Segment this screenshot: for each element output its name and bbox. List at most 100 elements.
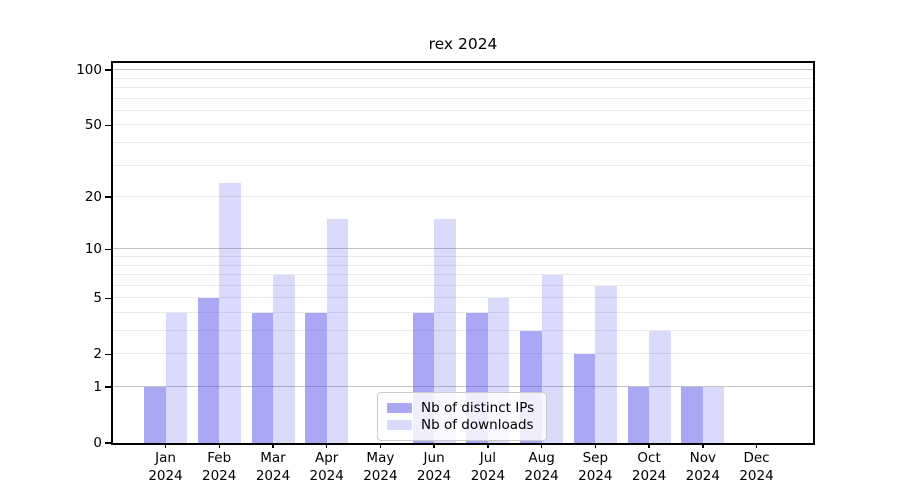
x-tick-year: 2024 — [470, 467, 506, 484]
gridline-10 — [113, 248, 813, 250]
y-tick-label-100: 100 — [76, 62, 102, 79]
y-tick-10 — [105, 248, 111, 251]
bar-nb-of-distinct-ips-nov — [681, 387, 703, 443]
x-tick-label-nov: Nov 2024 — [671, 450, 735, 486]
y-tick-100 — [105, 69, 111, 71]
x-tick-oct — [648, 443, 650, 448]
y-tick-50 — [105, 124, 111, 127]
gridline-100 — [113, 69, 813, 71]
x-tick-year: 2024 — [255, 467, 291, 484]
bar-nb-of-downloads-sep — [595, 285, 617, 443]
x-tick-month: Aug — [528, 450, 555, 466]
x-tick-nov — [702, 443, 704, 448]
x-tick-year: 2024 — [416, 467, 452, 484]
x-tick-label-jul: Jul 2024 — [456, 450, 520, 486]
x-tick-may — [379, 443, 382, 448]
x-tick-month: Jan — [155, 450, 176, 466]
x-tick-jul — [487, 443, 489, 448]
x-tick-label-dec: Dec 2024 — [725, 450, 789, 486]
x-tick-jan — [164, 443, 167, 448]
x-tick-year: 2024 — [739, 467, 774, 484]
y-tick-1 — [105, 386, 111, 388]
x-tick-month: Nov — [689, 450, 716, 466]
bar-nb-of-distinct-ips-mar — [251, 313, 273, 443]
x-tick-label-may: May 2024 — [348, 450, 412, 486]
bar-nb-of-distinct-ips-sep — [573, 354, 596, 443]
x-tick-month: Dec — [743, 450, 770, 466]
x-tick-sep — [594, 443, 597, 448]
x-tick-year: 2024 — [202, 467, 237, 484]
x-tick-month: Feb — [207, 450, 232, 466]
legend-row-nb-of-distinct-ips: Nb of distinct IPs — [387, 400, 537, 416]
y-tick-label-50: 50 — [84, 117, 102, 134]
x-tick-label-jan: Jan 2024 — [134, 450, 198, 486]
y-tick-label-1: 1 — [93, 379, 102, 395]
x-tick-label-sep: Sep 2024 — [563, 450, 627, 486]
x-tick-label-jun: Jun 2024 — [402, 450, 466, 486]
legend-swatch-icon — [387, 402, 412, 413]
gridline-70 — [113, 97, 813, 99]
bar-nb-of-downloads-mar — [273, 275, 295, 443]
x-tick-aug — [540, 443, 543, 448]
y-tick-0 — [105, 442, 111, 444]
x-tick-year: 2024 — [524, 467, 559, 484]
x-tick-label-oct: Oct 2024 — [617, 450, 681, 486]
y-tick-label-0: 0 — [93, 435, 102, 451]
x-tick-month: Jul — [479, 450, 497, 466]
gridline-5 — [113, 297, 813, 299]
bar-nb-of-distinct-ips-apr — [305, 313, 327, 443]
gridline-6 — [113, 284, 813, 286]
gridline-40 — [113, 142, 813, 143]
gridline-60 — [113, 109, 813, 111]
x-tick-label-aug: Aug 2024 — [510, 450, 574, 486]
x-tick-jun — [433, 443, 435, 448]
y-tick-2 — [105, 353, 111, 355]
x-tick-month: Apr — [315, 450, 339, 466]
x-tick-year: 2024 — [309, 467, 344, 484]
x-tick-month: May — [366, 450, 395, 466]
x-tick-month: Jun — [423, 450, 445, 466]
gridline-1 — [113, 386, 813, 387]
x-tick-mar — [272, 443, 274, 448]
x-tick-feb — [218, 443, 220, 448]
y-tick-label-2: 2 — [93, 346, 102, 363]
y-tick-label-20: 20 — [84, 189, 102, 206]
gridline-7 — [113, 274, 813, 275]
bar-nb-of-downloads-apr — [326, 219, 349, 443]
plot-area — [113, 63, 813, 443]
x-tick-label-mar: Mar 2024 — [241, 450, 305, 486]
x-tick-year: 2024 — [578, 467, 613, 484]
x-tick-month: Mar — [260, 450, 286, 466]
bar-nb-of-distinct-ips-jan — [144, 387, 166, 443]
y-tick-5 — [105, 297, 111, 299]
chart-title: rex 2024 — [428, 35, 498, 53]
bar-nb-of-downloads-oct — [649, 331, 671, 443]
gridline-2 — [113, 353, 813, 355]
gridline-20 — [113, 196, 813, 198]
bar-nb-of-downloads-feb — [219, 183, 241, 443]
x-tick-apr — [325, 443, 328, 448]
gridline-50 — [113, 124, 813, 126]
gridline-4 — [113, 312, 813, 313]
x-tick-year: 2024 — [685, 467, 720, 484]
x-tick-year: 2024 — [148, 467, 183, 484]
bar-nb-of-distinct-ips-feb — [197, 298, 220, 443]
gridline-8 — [113, 264, 813, 266]
gridline-80 — [113, 87, 813, 88]
legend-swatch-icon — [387, 420, 412, 431]
gridline-9 — [113, 256, 813, 257]
bar-nb-of-distinct-ips-oct — [627, 387, 650, 443]
x-tick-month: Oct — [637, 450, 661, 466]
x-tick-dec — [755, 443, 758, 448]
bar-nb-of-downloads-jun — [434, 219, 456, 443]
y-tick-20 — [105, 196, 111, 198]
gridline-3 — [113, 330, 813, 331]
legend-row-nb-of-downloads: Nb of downloads — [387, 417, 537, 433]
x-tick-year: 2024 — [631, 467, 667, 484]
y-tick-label-5: 5 — [93, 290, 102, 307]
gridline-90 — [113, 77, 813, 79]
x-tick-year: 2024 — [363, 467, 398, 484]
bar-nb-of-downloads-nov — [702, 387, 725, 443]
x-tick-month: Sep — [582, 450, 609, 466]
